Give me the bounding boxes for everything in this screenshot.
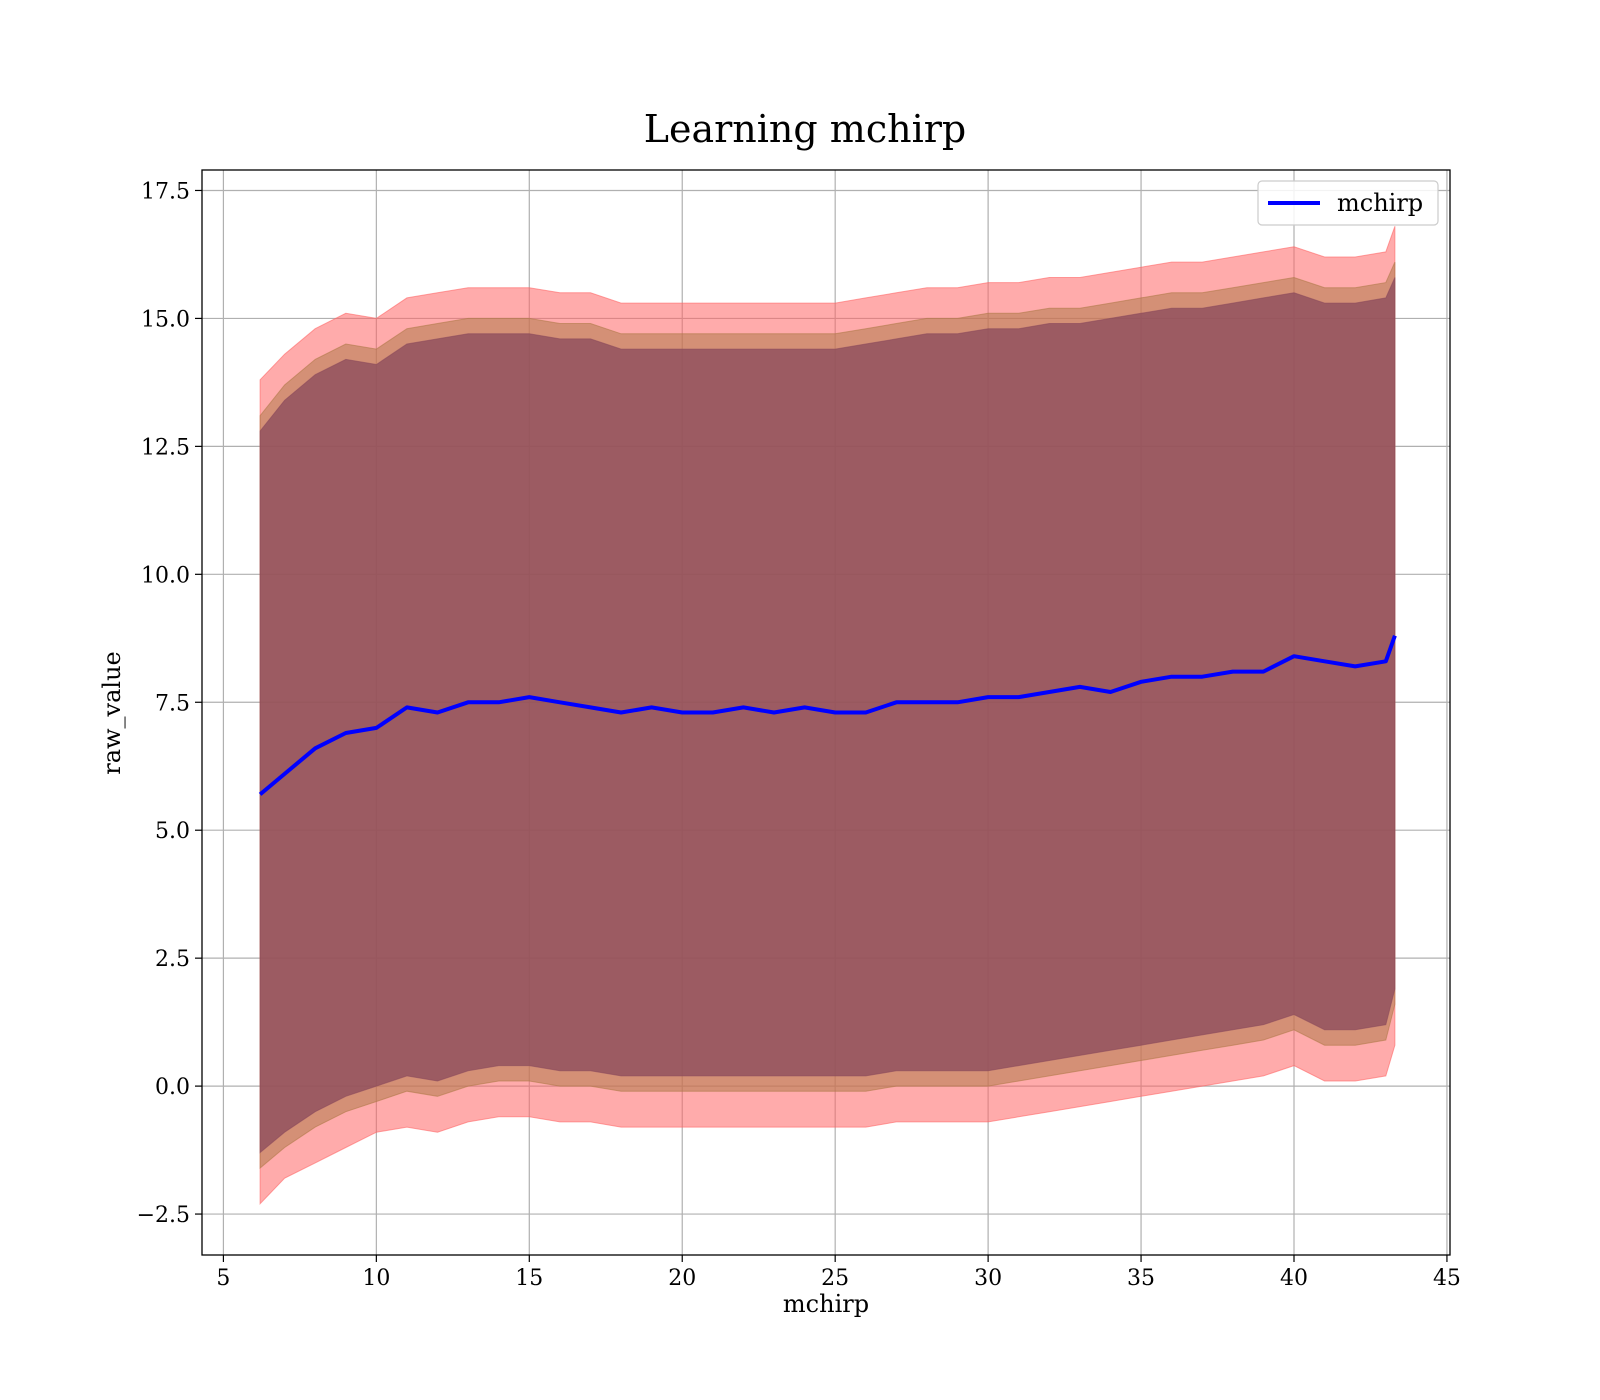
- y-tick-label-7: 15.0: [141, 307, 190, 332]
- y-axis-ticks: −2.5 0.0 2.5 5.0 7.5 10.0 12.5 15.0 17.5: [137, 179, 202, 1228]
- legend-box: [1257, 180, 1439, 226]
- x-tick-label-7: 40: [1280, 1266, 1308, 1291]
- x-axis-ticks: 5 10 15 20 25 30 35 40 45: [216, 1255, 1461, 1291]
- x-tick-label-1: 10: [362, 1266, 390, 1291]
- x-tick-label-6: 35: [1127, 1266, 1155, 1291]
- plot-frame: [201, 169, 1451, 1256]
- series-lines: [258, 635, 1397, 796]
- x-tick-label-0: 5: [216, 1266, 230, 1291]
- y-tick-label-6: 12.5: [141, 435, 190, 460]
- y-tick-label-2: 2.5: [155, 947, 190, 972]
- y-tick-label-0: −2.5: [137, 1203, 190, 1228]
- legend: mchirp: [1257, 180, 1439, 226]
- chart-title: Learning mchirp: [644, 107, 966, 151]
- x-tick-label-5: 30: [974, 1266, 1002, 1291]
- y-tick-label-5: 10.0: [141, 563, 190, 588]
- legend-label-mchirp: mchirp: [1337, 189, 1423, 217]
- y-axis-label: raw_value: [98, 651, 126, 775]
- x-tick-label-4: 25: [821, 1266, 849, 1291]
- x-tick-label-2: 15: [515, 1266, 543, 1291]
- x-tick-label-8: 45: [1433, 1266, 1461, 1291]
- confidence-bands: [259, 226, 1396, 1206]
- band-band_core: [259, 277, 1396, 1154]
- y-tick-label-8: 17.5: [141, 179, 190, 204]
- x-axis-label: mchirp: [783, 1290, 869, 1318]
- x-tick-label-3: 20: [668, 1266, 696, 1291]
- series-line-mchirp: [258, 635, 1397, 796]
- y-tick-label-3: 5.0: [155, 819, 190, 844]
- y-tick-label-4: 7.5: [155, 691, 190, 716]
- y-tick-label-1: 0.0: [155, 1075, 190, 1100]
